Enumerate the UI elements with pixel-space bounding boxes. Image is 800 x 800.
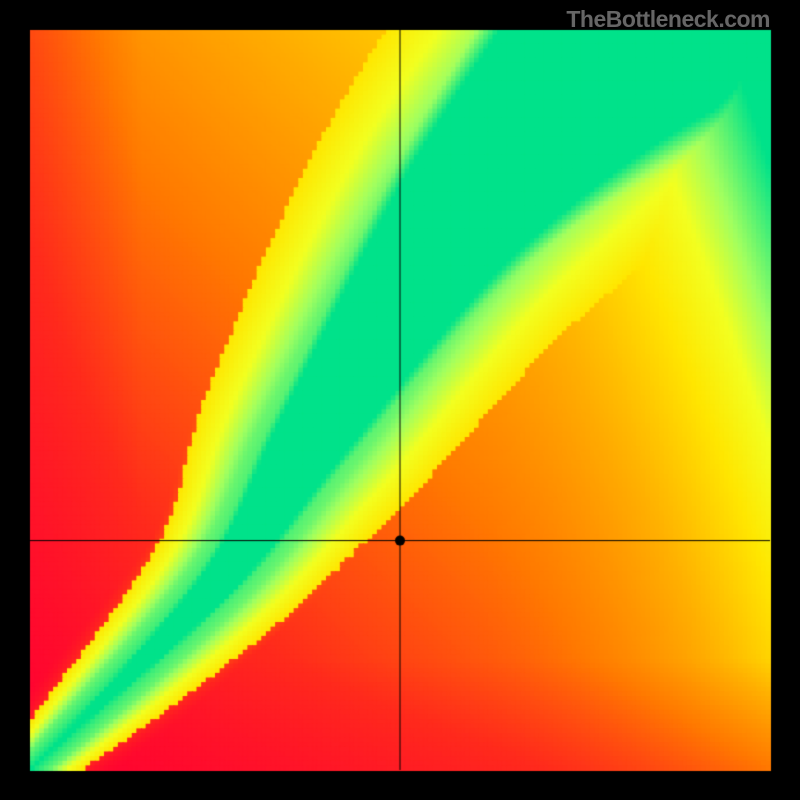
bottleneck-heatmap-canvas bbox=[0, 0, 800, 800]
chart-container: TheBottleneck.com bbox=[0, 0, 800, 800]
watermark-label: TheBottleneck.com bbox=[566, 6, 770, 33]
